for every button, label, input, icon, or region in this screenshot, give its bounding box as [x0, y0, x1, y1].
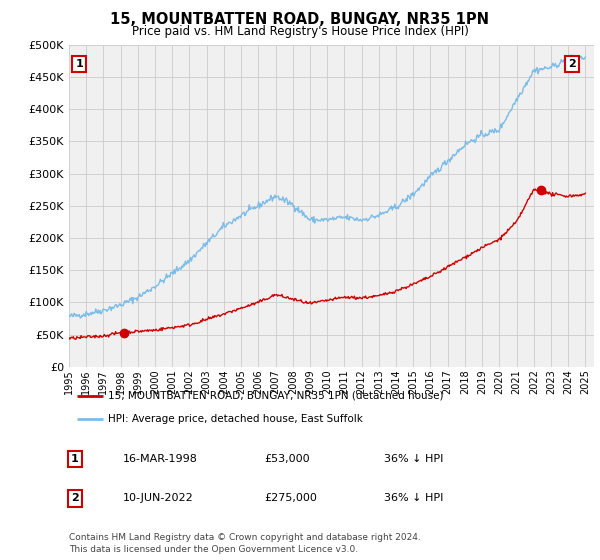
Text: 2: 2	[71, 493, 79, 503]
Text: 1: 1	[71, 454, 79, 464]
Text: £53,000: £53,000	[264, 454, 310, 464]
Text: 36% ↓ HPI: 36% ↓ HPI	[384, 454, 443, 464]
Text: 36% ↓ HPI: 36% ↓ HPI	[384, 493, 443, 503]
Text: 15, MOUNTBATTEN ROAD, BUNGAY, NR35 1PN (detached house): 15, MOUNTBATTEN ROAD, BUNGAY, NR35 1PN (…	[109, 390, 444, 400]
Text: Price paid vs. HM Land Registry's House Price Index (HPI): Price paid vs. HM Land Registry's House …	[131, 25, 469, 38]
Text: 16-MAR-1998: 16-MAR-1998	[123, 454, 198, 464]
Text: 1: 1	[76, 59, 83, 69]
Text: 2: 2	[568, 59, 575, 69]
Text: HPI: Average price, detached house, East Suffolk: HPI: Average price, detached house, East…	[109, 414, 363, 424]
Text: Contains HM Land Registry data © Crown copyright and database right 2024.
This d: Contains HM Land Registry data © Crown c…	[69, 533, 421, 554]
Text: £275,000: £275,000	[264, 493, 317, 503]
Text: 15, MOUNTBATTEN ROAD, BUNGAY, NR35 1PN: 15, MOUNTBATTEN ROAD, BUNGAY, NR35 1PN	[110, 12, 490, 27]
Text: 10-JUN-2022: 10-JUN-2022	[123, 493, 194, 503]
